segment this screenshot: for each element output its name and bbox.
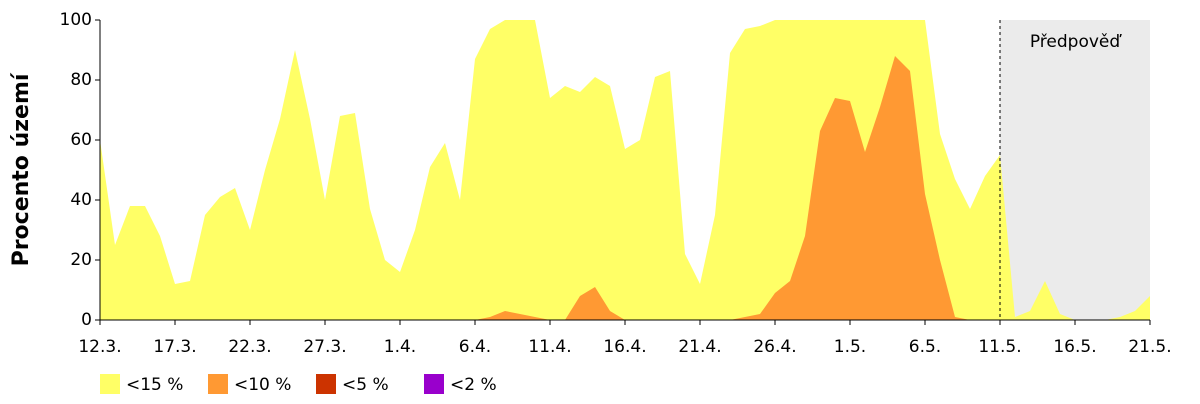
x-tick-label: 12.3. [78,337,121,357]
x-tick-label: 1.5. [834,337,866,357]
legend-swatch [208,374,228,394]
x-tick-label: 11.5. [978,337,1021,357]
y-tick-label: 20 [70,250,92,270]
x-tick-label: 21.4. [678,337,721,357]
area [100,20,1150,320]
legend-label: <15 % [126,375,183,395]
x-tick-label: 16.4. [603,337,646,357]
legend-swatch [424,374,444,394]
x-tick-label: 17.3. [153,337,196,357]
x-tick-label: 27.3. [303,337,346,357]
y-axis-label: Procento území [9,72,34,266]
y-tick-label: 60 [70,130,92,150]
x-tick-label: 16.5. [1053,337,1096,357]
legend-swatch [100,374,120,394]
y-tick-label: 100 [60,10,92,30]
legend-label: <2 % [450,375,497,395]
forecast-label: Předpověď [1030,32,1123,52]
x-tick-label: 26.4. [753,337,796,357]
y-tick-label: 40 [70,190,92,210]
x-tick-label: 21.5. [1128,337,1171,357]
x-tick-label: 1.4. [384,337,416,357]
y-tick-label: 0 [81,310,92,330]
forecast-region [1000,20,1150,320]
x-tick-label: 6.4. [459,337,491,357]
legend-label: <5 % [342,375,389,395]
x-tick-label: 6.5. [909,337,941,357]
legend-swatch [316,374,336,394]
y-tick-label: 80 [70,70,92,90]
x-tick-label: 11.4. [528,337,571,357]
area [100,56,1150,320]
x-tick-label: 22.3. [228,337,271,357]
legend-label: <10 % [234,375,291,395]
